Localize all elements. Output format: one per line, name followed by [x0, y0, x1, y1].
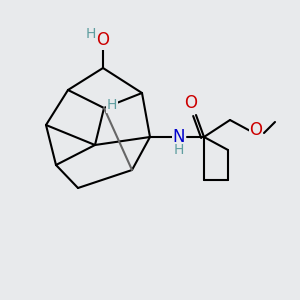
Text: O: O	[250, 121, 262, 139]
Text: H: H	[174, 143, 184, 157]
Text: O: O	[184, 94, 197, 112]
Text: O: O	[97, 31, 110, 49]
Text: H: H	[86, 27, 96, 41]
Text: H: H	[107, 98, 117, 112]
Text: N: N	[173, 128, 185, 146]
